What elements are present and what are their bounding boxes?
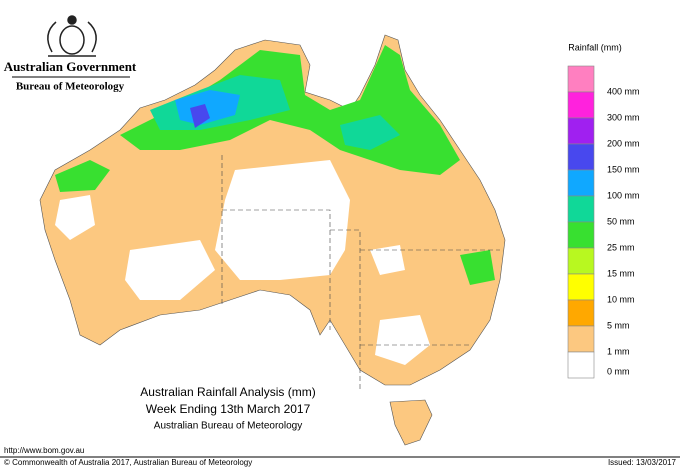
tasmania (389, 399, 433, 446)
wet-peak (175, 90, 240, 125)
legend-label: 15 mm (607, 268, 635, 278)
map-title: Australian Rainfall Analysis (mm) (140, 385, 315, 399)
legend-swatch (567, 299, 595, 327)
map-source: Australian Bureau of Meteorology (154, 421, 302, 432)
legend-label: 25 mm (607, 242, 635, 252)
bureau-name: Bureau of Meteorology (16, 81, 125, 93)
legend-label: 200 mm (607, 138, 640, 148)
legend-label: 50 mm (607, 216, 635, 226)
legend-swatch (567, 221, 595, 249)
legend-swatch (567, 273, 595, 301)
legend-swatch (567, 247, 595, 275)
government-name: Australian Government (4, 59, 137, 74)
legend-label: 0 mm (607, 366, 630, 376)
legend-label: 300 mm (607, 112, 640, 122)
map (39, 34, 506, 446)
legend: 400 mm 300 mm 200 mm 150 mm 100 mm 50 mm 25 mm… (567, 65, 640, 379)
legend-label: 150 mm (607, 164, 640, 174)
legend-swatch (567, 169, 595, 197)
dry-area (55, 160, 350, 300)
legend-swatch (567, 65, 595, 93)
legend-label: 400 mm (607, 86, 640, 96)
dry-area-east (370, 245, 430, 365)
legend-label: 100 mm (607, 190, 640, 200)
map-subtitle: Week Ending 13th March 2017 (146, 402, 311, 416)
url[interactable]: http://www.bom.gov.au (4, 446, 84, 455)
legend-swatch (567, 117, 595, 145)
legend-swatch (567, 351, 595, 379)
legend-swatch (567, 91, 595, 119)
legend-swatch (567, 325, 595, 353)
legend-label: 5 mm (607, 320, 630, 330)
legend-title: Rainfall (mm) (568, 42, 622, 52)
legend-label: 1 mm (607, 346, 630, 356)
legend-label: 10 mm (607, 294, 635, 304)
wet-max (190, 104, 210, 128)
legend-swatch (567, 143, 595, 171)
issued: Issued: 13/03/2017 (608, 458, 677, 467)
copyright: © Commonwealth of Australia 2017, Austra… (4, 458, 252, 467)
state-borders (221, 155, 500, 390)
legend-swatch (567, 195, 595, 223)
crest (47, 15, 97, 57)
wet-north (55, 45, 495, 285)
